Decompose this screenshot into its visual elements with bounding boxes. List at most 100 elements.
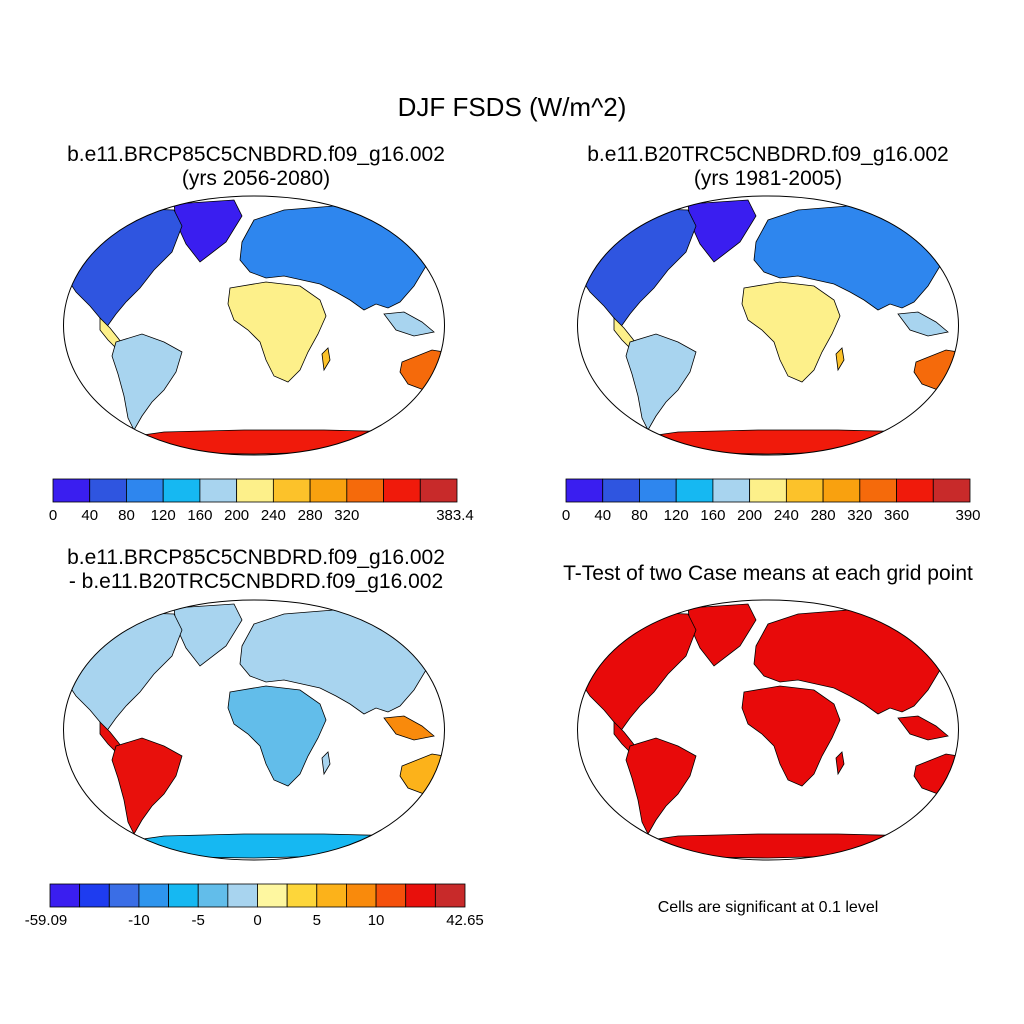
colorbar-3-tick-label: -59.09 (25, 912, 68, 929)
madagascar-landmass (835, 751, 845, 775)
panel-3-title-line2: - b.e11.B20TRC5CNBDRD.f09_g16.002 (68, 570, 444, 593)
colorbar-2-segment (749, 478, 787, 503)
colorbar-1-segment (162, 478, 201, 503)
colorbar-2-tick-label: 240 (774, 507, 799, 524)
colorbar-3-segment (138, 883, 169, 908)
colorbar-1-tick-label: 160 (187, 507, 212, 524)
colorbar-1-segment (346, 478, 384, 503)
madagascar-landmass (321, 751, 331, 775)
colorbar-1-segment (52, 478, 91, 503)
panel-3-title-line1: b.e11.BRCP85C5CNBDRD.f09_g16.002 (67, 546, 445, 569)
seasia-landmass (383, 311, 435, 337)
colorbar-1-segment (383, 478, 421, 503)
panel-3-title: b.e11.BRCP85C5CNBDRD.f09_g16.002 - b.e11… (0, 546, 512, 594)
colorbar-2-segment (639, 478, 677, 503)
colorbar-3-segment (168, 883, 199, 908)
greenland-landmass (687, 603, 757, 667)
seasia-landmass (383, 715, 435, 741)
colorbar-2-segment (932, 478, 971, 503)
colorbar-3-tick-label: 0 (253, 912, 261, 929)
madagascar-landmass (835, 347, 845, 371)
panel-2-title-line2: (yrs 1981-2005) (693, 167, 843, 190)
colorbar-1-segment (89, 478, 127, 503)
colorbar-1-tick-label: 280 (298, 507, 323, 524)
colorbar-1-segment (419, 478, 458, 503)
namerica-landmass (63, 207, 183, 329)
significance-note: Cells are significant at 0.1 level (657, 899, 879, 916)
colorbar-1-segment (236, 478, 274, 503)
samerica-landmass (111, 737, 183, 835)
panel-1-title-line1: b.e11.BRCP85C5CNBDRD.f09_g16.002 (67, 143, 445, 166)
panel-3-map (63, 603, 445, 859)
colorbar-1-tick-label: 240 (261, 507, 286, 524)
colorbar-3-segment (108, 883, 140, 908)
colorbar-3-segment (197, 883, 229, 908)
colorbar-2-tick-label: 0 (562, 507, 570, 524)
colorbar-1-tick-label: 120 (151, 507, 176, 524)
colorbar-1-segment (126, 478, 164, 503)
colorbar-1-tick-label: 383.4 (436, 507, 474, 524)
namerica-landmass (577, 207, 697, 329)
nz-landmass (474, 380, 486, 402)
greenland-landmass (173, 199, 243, 263)
nz-landmass (988, 380, 1000, 402)
colorbar-2-segment (896, 478, 934, 503)
colorbar-1-tick-label: 0 (49, 507, 57, 524)
colorbar-2-segment (822, 478, 861, 503)
africa-landmass (741, 685, 841, 787)
panel-4-map (577, 603, 1000, 859)
panel-2-title-line1: b.e11.B20TRC5CNBDRD.f09_g16.002 (587, 143, 949, 166)
colorbar-3-segment (79, 883, 110, 908)
colorbar-3-tick-label: -10 (128, 912, 150, 929)
colorbar-2-tick-label: 120 (664, 507, 689, 524)
colorbar-2: 0 40 80 120 160 200 240 280 320 360 390 (562, 478, 981, 524)
panel-1-title-line2: (yrs 2056-2080) (181, 167, 331, 190)
nz-landmass (988, 784, 1000, 806)
colorbar-2-tick-label: 200 (737, 507, 762, 524)
colorbar-2-segment (785, 478, 824, 503)
colorbar-3: -59.09 -10 -5 0 5 10 42.65 (25, 883, 484, 929)
colorbar-1-tick-label: 200 (224, 507, 249, 524)
colorbar-3-segment (316, 883, 347, 908)
colorbar-2-segment (602, 478, 640, 503)
antarctica-landmass (93, 833, 425, 859)
colorbar-2-segment (675, 478, 714, 503)
samerica-landmass (625, 333, 697, 431)
colorbar-3-tick-label: 10 (368, 912, 385, 929)
colorbar-1-tick-label: 40 (81, 507, 98, 524)
colorbar-3-segment (375, 883, 407, 908)
colorbar-3-segment (346, 883, 377, 908)
samerica-landmass (111, 333, 183, 431)
colorbar-1-tick-label: 80 (118, 507, 135, 524)
colorbar-3-segment (434, 883, 466, 908)
colorbar-2-segment (565, 478, 604, 503)
africa-landmass (741, 281, 841, 383)
colorbar-2-tick-label: 80 (631, 507, 648, 524)
colorbar-2-tick-label: 360 (884, 507, 909, 524)
panel-2-title: b.e11.B20TRC5CNBDRD.f09_g16.002 (yrs 198… (512, 143, 1024, 191)
madagascar-landmass (321, 347, 331, 371)
panel-1-title: b.e11.BRCP85C5CNBDRD.f09_g16.002 (yrs 20… (0, 143, 512, 191)
panel-4-title: T-Test of two Case means at each grid po… (563, 562, 973, 585)
figure-title: DJF FSDS (W/m^2) (397, 92, 627, 122)
colorbar-3-tick-label: 42.65 (446, 912, 484, 929)
colorbar-3-tick-label: -5 (192, 912, 205, 929)
colorbar-1-tick-label: 320 (334, 507, 359, 524)
colorbar-3-segment (405, 883, 436, 908)
colorbar-2-tick-label: 40 (594, 507, 611, 524)
africa-landmass (227, 281, 327, 383)
colorbar-2-tick-label: 160 (700, 507, 725, 524)
colorbar-3-segment (257, 883, 288, 908)
namerica-landmass (63, 611, 183, 733)
colorbar-2-segment (712, 478, 751, 503)
colorbar-3-segment (49, 883, 81, 908)
colorbar-1-segment (309, 478, 348, 503)
antarctica-landmass (607, 833, 939, 859)
panel-1-map (63, 199, 486, 455)
colorbar-3-segment (227, 883, 258, 908)
samerica-landmass (625, 737, 697, 835)
namerica-landmass (577, 611, 697, 733)
seasia-landmass (897, 715, 949, 741)
colorbar-2-tick-label: 320 (847, 507, 872, 524)
